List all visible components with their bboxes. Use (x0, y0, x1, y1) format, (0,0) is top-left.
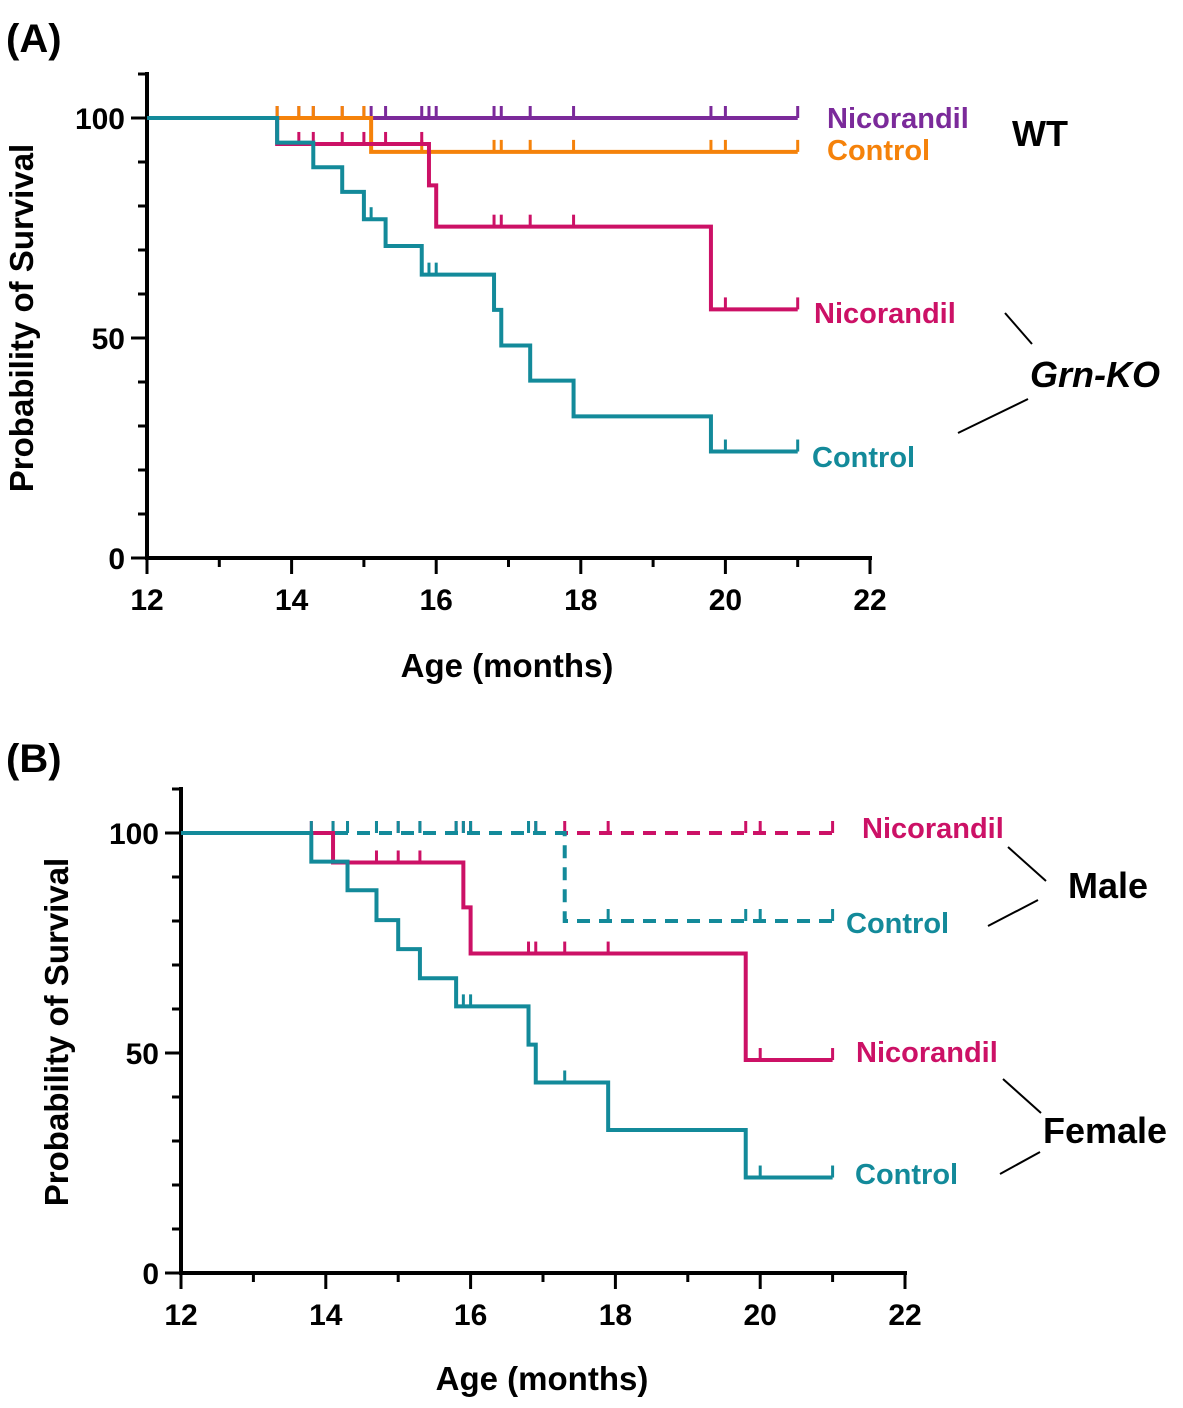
survival-curve-1-3 (181, 833, 833, 1178)
x-tick-label: 20 (709, 584, 742, 617)
bracket-line-female-upper (1003, 1079, 1041, 1113)
survival-curve-0-1 (147, 118, 798, 152)
group-label-female: Female (1043, 1110, 1167, 1151)
series-label-b-female-nicorandil: Nicorandil (856, 1037, 998, 1069)
survival-curve-0-3 (147, 118, 798, 452)
x-tick-label: 20 (744, 1299, 777, 1332)
x-tick-label: 18 (564, 584, 597, 617)
x-tick-label: 14 (309, 1299, 343, 1332)
series-label-a-ko-control: Control (812, 442, 915, 474)
group-label-male: Male (1068, 865, 1148, 906)
panel-a: (A) Probability of Survival Age (months)… (3, 17, 1160, 684)
x-tick-label: 16 (420, 584, 453, 617)
survival-curve-1-2 (181, 833, 833, 1060)
x-tick-label: 22 (853, 584, 886, 617)
x-tick-label: 18 (599, 1299, 632, 1332)
survival-curve-1-1 (181, 833, 833, 921)
bracket-line-ko-lower (958, 399, 1028, 433)
y-tick-label: 100 (75, 103, 125, 136)
y-tick-label: 0 (142, 1258, 159, 1291)
series-label-a-wt-control: Control (827, 135, 930, 167)
y-axis-title-b: Probability of Survival (38, 858, 75, 1206)
y-tick-label: 50 (92, 323, 125, 356)
group-label-grn-ko: Grn-KO (1030, 354, 1160, 395)
series-label-a-ko-nicorandil: Nicorandil (814, 298, 956, 330)
y-tick-label: 0 (108, 543, 125, 576)
x-tick-label: 16 (454, 1299, 487, 1332)
series-label-b-male-nicorandil: Nicorandil (862, 813, 1004, 845)
y-tick-label: 50 (126, 1038, 159, 1071)
bracket-line-male-lower (988, 900, 1038, 926)
survival-figure: (A) Probability of Survival Age (months)… (0, 0, 1183, 1408)
y-tick-label: 100 (109, 818, 159, 851)
series-label-b-female-control: Control (855, 1159, 958, 1191)
panel-label-b: (B) (6, 737, 62, 781)
bracket-line-ko-upper (1005, 313, 1032, 344)
y-axis-title-a: Probability of Survival (3, 144, 40, 492)
series-label-b-male-control: Control (846, 908, 949, 940)
x-tick-label: 12 (164, 1299, 197, 1332)
group-label-wt: WT (1012, 113, 1068, 154)
series-label-a-wt-nicorandil: Nicorandil (827, 103, 969, 135)
x-tick-label: 12 (130, 584, 163, 617)
x-axis-title-b: Age (months) (436, 1360, 649, 1397)
bracket-line-male-upper (1008, 847, 1046, 881)
x-tick-label: 22 (888, 1299, 921, 1332)
bracket-line-female-lower (1000, 1152, 1040, 1174)
x-axis-title-a: Age (months) (401, 647, 614, 684)
survival-curve-0-2 (147, 118, 798, 309)
panel-label-a: (A) (6, 17, 62, 61)
x-tick-label: 14 (275, 584, 309, 617)
panel-b: (B) Probability of Survival Age (months)… (6, 737, 1167, 1397)
